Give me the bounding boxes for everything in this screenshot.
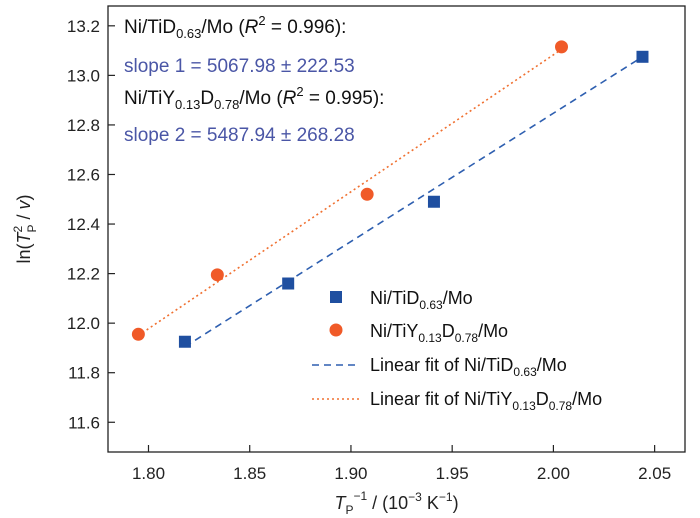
series-2-point <box>555 40 569 54</box>
y-tick-label: 11.8 <box>68 364 100 383</box>
y-tick-label: 11.6 <box>68 413 100 432</box>
annotation-fit1-r2: Ni/TiD0.63/Mo (R2 = 0.996): <box>124 13 346 41</box>
y-tick-label: 12.4 <box>67 215 100 234</box>
fit-lines <box>137 48 643 348</box>
y-tick-label: 13.0 <box>67 66 100 85</box>
y-tick-label: 12.0 <box>67 314 100 333</box>
x-tick-label: 1.85 <box>233 464 266 483</box>
legend-marker-series-2 <box>329 323 343 337</box>
annotations: Ni/TiD0.63/Mo (R2 = 0.996): slope 1 = 50… <box>124 13 384 146</box>
legend-label-series-2: Ni/TiY0.13D0.78/Mo <box>370 321 508 345</box>
series-1-point <box>282 277 295 290</box>
legend-label-fit-1: Linear fit of Ni/TiD0.63/Mo <box>370 355 567 379</box>
annotation-slope-1: slope 1 = 5067.98 ± 222.53 <box>124 56 355 77</box>
series-1-point <box>427 195 440 208</box>
series-2-point <box>210 268 224 282</box>
x-tick-label: 1.95 <box>436 464 469 483</box>
legend-marker-series-1 <box>330 291 342 303</box>
fit-line-1 <box>184 56 643 348</box>
data-points <box>131 40 649 348</box>
x-axis-title: TP−1 / (10−3 K−1) <box>334 489 458 517</box>
series-1-point <box>178 335 191 348</box>
series-2-point <box>131 327 145 341</box>
legend-label-series-1: Ni/TiD0.63/Mo <box>370 288 473 312</box>
x-tick-label: 1.80 <box>132 464 165 483</box>
annotation-fit2-r2: Ni/TiY0.13D0.78/Mo (R2 = 0.995): <box>124 84 384 112</box>
y-axis-title: ln(T2P / v) <box>11 194 39 263</box>
legend: Ni/TiD0.63/Mo Ni/TiY0.13D0.78/Mo Linear … <box>312 288 602 413</box>
series-2-point <box>360 187 374 201</box>
x-tick-label: 2.00 <box>537 464 570 483</box>
plot-frame <box>107 5 686 453</box>
annotation-slope-2: slope 2 = 5487.94 ± 268.28 <box>124 125 355 146</box>
fit-line-2 <box>137 48 562 337</box>
y-tick-label: 13.2 <box>67 17 100 36</box>
legend-label-fit-2: Linear fit of Ni/TiY0.13D0.78/Mo <box>370 389 602 413</box>
y-tick-label: 12.8 <box>67 116 100 135</box>
y-tick-label: 12.2 <box>67 265 100 284</box>
axis-ticks: 1.80 1.85 1.90 1.95 2.00 2.05 11.6 11.8 12.0 12.2… <box>67 17 671 483</box>
x-tick-label: 2.05 <box>638 464 671 483</box>
series-1-point <box>636 50 649 63</box>
x-tick-label: 1.90 <box>334 464 367 483</box>
y-tick-label: 12.6 <box>67 165 100 184</box>
